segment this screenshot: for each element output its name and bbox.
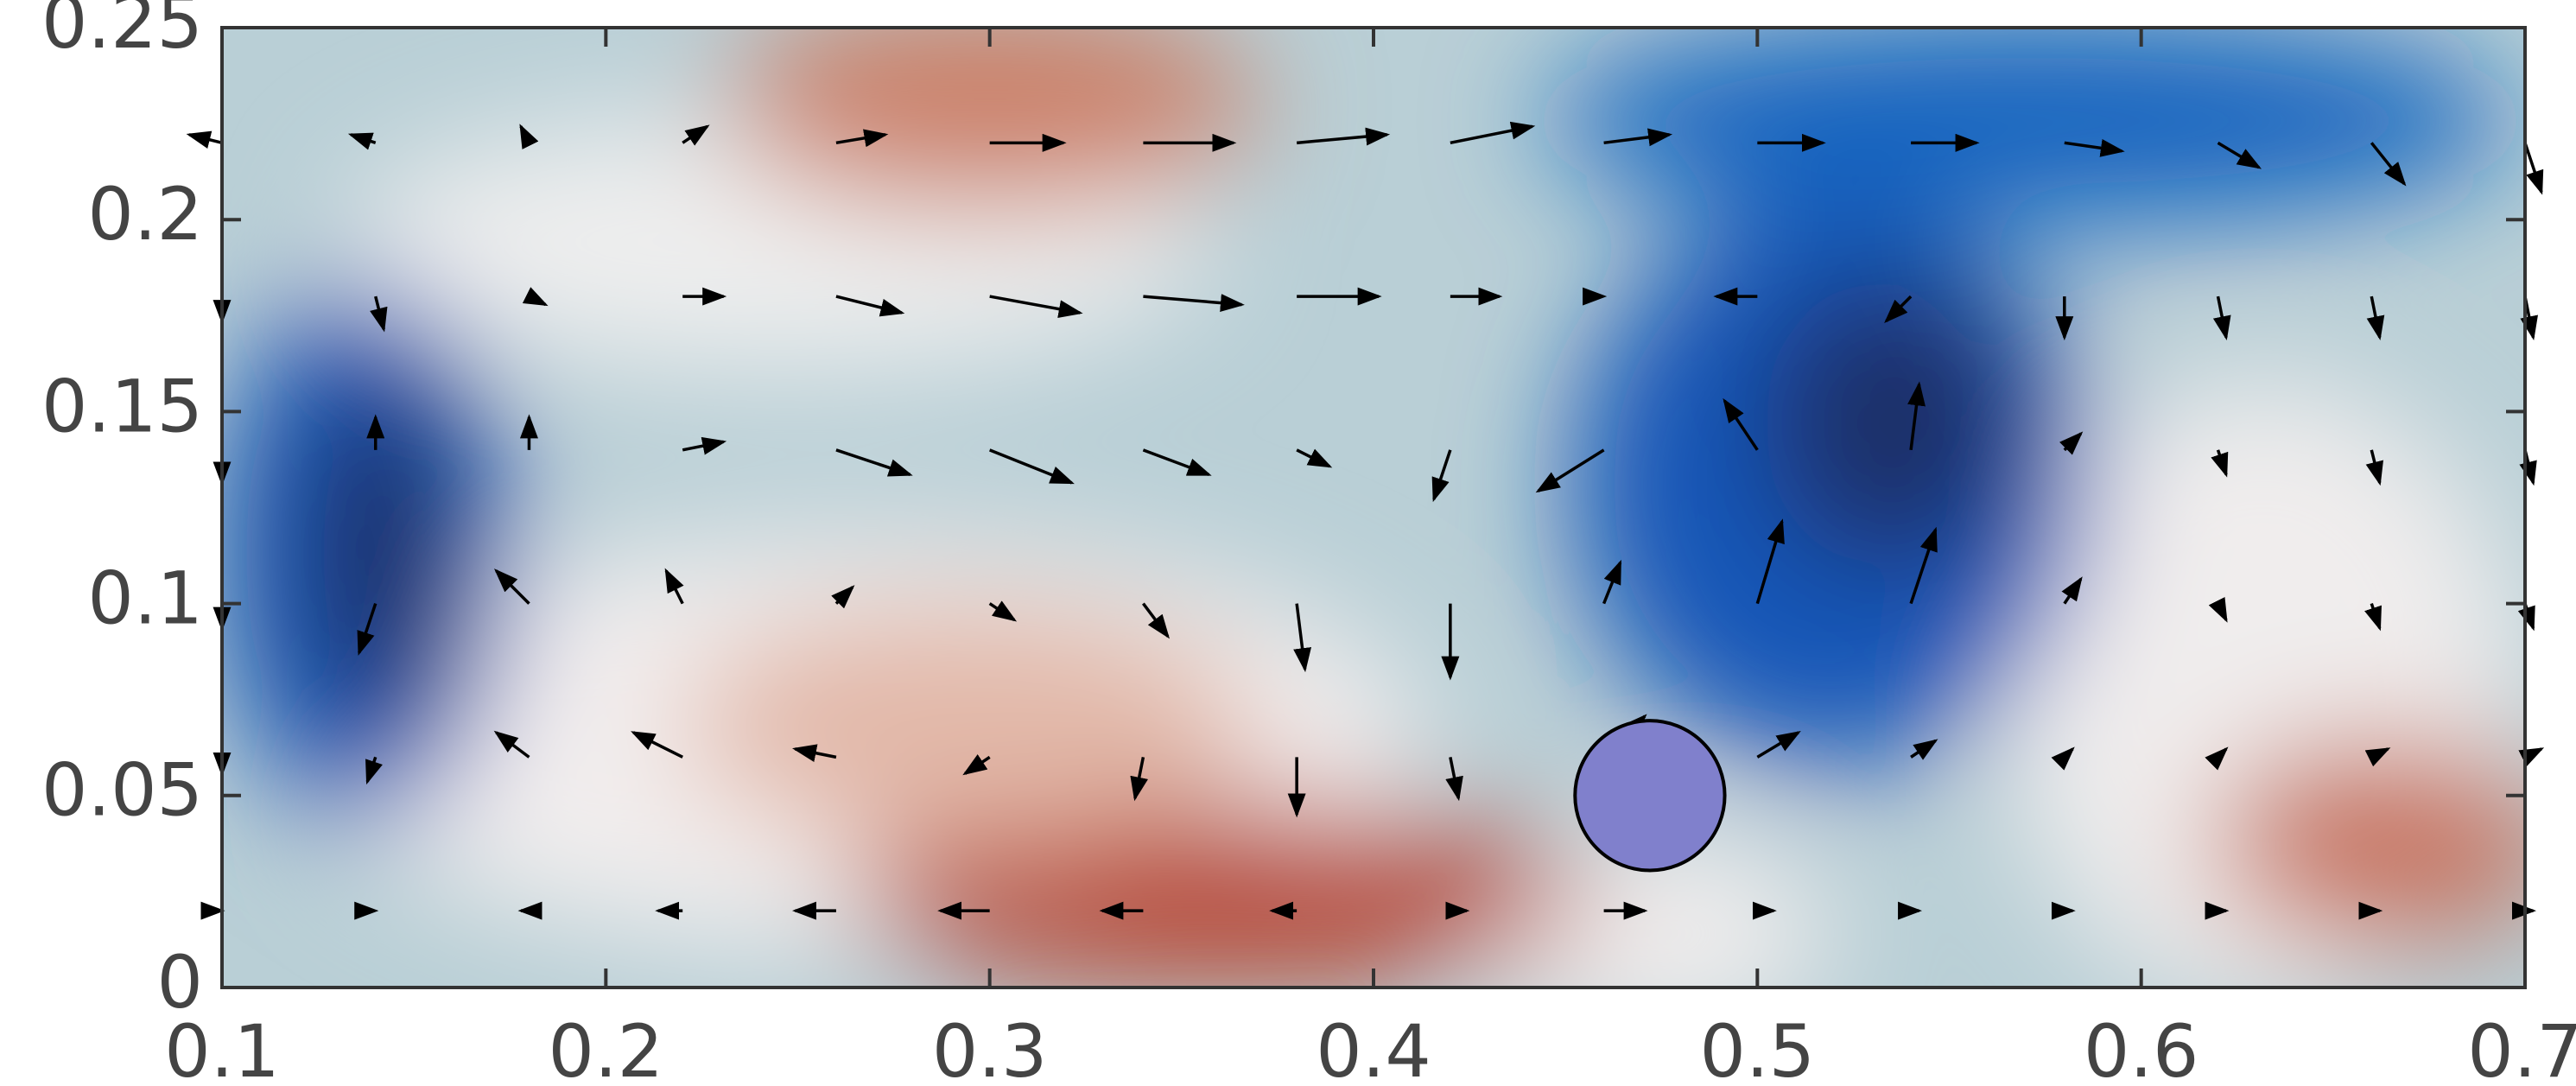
arrow xyxy=(1293,603,1312,673)
y-tick-label: 0.15 xyxy=(41,364,203,448)
y-tick-label: 0.25 xyxy=(41,0,203,65)
arrow xyxy=(2061,576,2083,605)
arrow xyxy=(2205,746,2229,771)
arrow xyxy=(962,754,991,776)
arrow xyxy=(1296,127,1391,146)
arrow xyxy=(2212,295,2231,341)
arrow xyxy=(1909,526,1938,605)
arrow xyxy=(1142,602,1171,639)
arrow xyxy=(831,585,855,609)
arrow xyxy=(835,448,913,477)
arrow xyxy=(989,295,1083,319)
y-tick-label: 0.2 xyxy=(87,172,203,257)
arrow xyxy=(835,295,905,317)
arrow xyxy=(664,568,684,605)
arrow xyxy=(2051,746,2075,771)
arrow xyxy=(1603,128,1673,147)
arrow xyxy=(519,124,539,149)
arrow xyxy=(1431,449,1452,503)
arrow xyxy=(347,132,377,150)
arrow xyxy=(1130,757,1149,802)
arrow xyxy=(493,568,530,605)
arrow xyxy=(1884,295,1913,324)
arrow xyxy=(2059,431,2084,455)
x-tick-label: 0.7 xyxy=(2467,1009,2576,1086)
arrow xyxy=(2211,449,2229,478)
arrow xyxy=(365,756,383,785)
arrow xyxy=(2518,747,2545,767)
x-tick-label: 0.5 xyxy=(1700,1009,1816,1086)
obstacle xyxy=(1573,719,1727,873)
arrow xyxy=(1723,397,1759,451)
y-tick-label: 0.05 xyxy=(41,748,203,833)
arrow xyxy=(2366,295,2385,341)
arrow xyxy=(1450,121,1536,145)
arrow xyxy=(2364,747,2391,767)
arrow xyxy=(835,129,889,148)
arrow xyxy=(186,130,223,149)
arrow xyxy=(2370,142,2407,187)
x-tick-label: 0.6 xyxy=(2084,1009,2199,1086)
arrow xyxy=(989,448,1075,485)
arrow xyxy=(1756,731,1801,759)
arrow xyxy=(2064,138,2125,157)
arrow xyxy=(522,287,549,307)
arrow xyxy=(2208,596,2228,623)
arrow xyxy=(988,600,1018,622)
arrow xyxy=(1445,757,1463,802)
marks xyxy=(186,121,2545,920)
arrow xyxy=(792,744,837,762)
arrow xyxy=(1535,448,1605,493)
x-tick-label: 0.4 xyxy=(1316,1009,1431,1086)
arrow xyxy=(370,295,388,333)
y-tick-label: 0 xyxy=(157,940,203,1025)
arrow xyxy=(493,730,530,759)
arrow xyxy=(682,124,710,146)
arrow xyxy=(631,731,683,759)
arrow xyxy=(1142,448,1212,476)
arrow xyxy=(1910,739,1938,760)
arrow xyxy=(2365,449,2384,486)
arrow xyxy=(1907,381,1926,451)
y-tick-label: 0.1 xyxy=(87,556,203,641)
arrow xyxy=(682,436,727,455)
arrow xyxy=(1602,559,1622,605)
arrow xyxy=(1296,448,1333,468)
x-tick-label: 0.1 xyxy=(164,1009,280,1086)
arrow xyxy=(2364,603,2382,632)
x-tick-label: 0.3 xyxy=(932,1009,1048,1086)
x-tick-label: 0.2 xyxy=(549,1009,664,1086)
arrow xyxy=(357,603,378,656)
arrow xyxy=(1143,294,1245,313)
arrow xyxy=(2523,142,2544,195)
field-heatmap xyxy=(222,28,2525,988)
arrow xyxy=(1755,518,1785,605)
arrow xyxy=(2217,141,2262,169)
